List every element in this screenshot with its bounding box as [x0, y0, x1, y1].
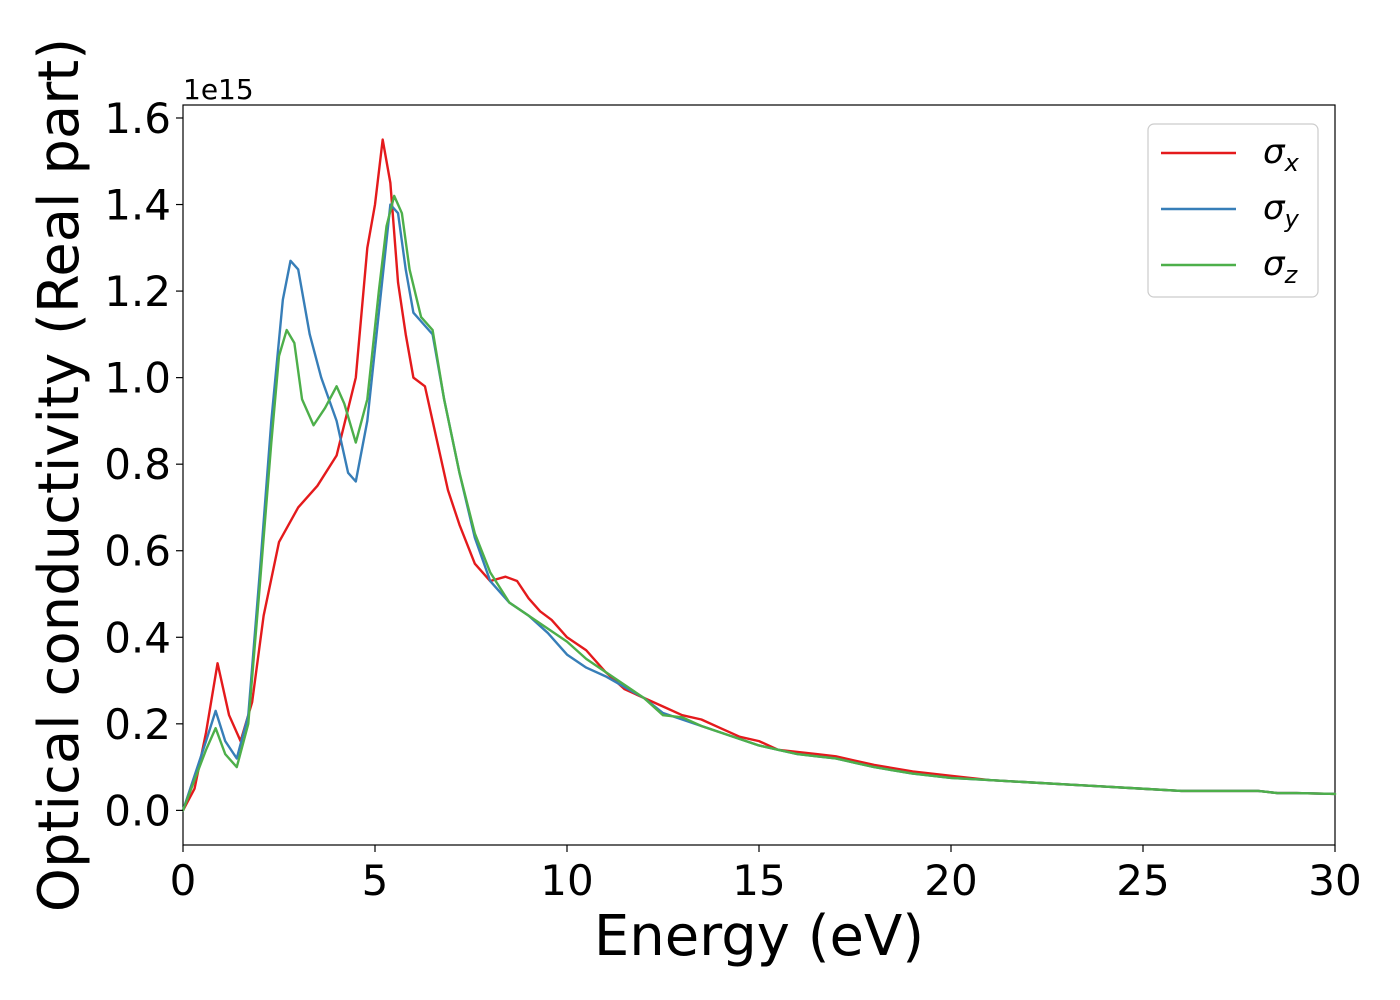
y-tick-label: 0.6: [104, 527, 171, 576]
y-tick-label: 0.8: [104, 440, 171, 489]
legend-label-z: σz: [1263, 244, 1299, 289]
legend-box: [1147, 123, 1319, 298]
x-tick-label: 25: [1116, 856, 1169, 905]
series-group: [181, 138, 1337, 812]
y-offset-label: 1e15: [183, 73, 254, 106]
y-tick-label: 1.4: [104, 181, 171, 230]
x-axis: 0 5 10 15 20 25 30: [170, 845, 1362, 905]
x-tick-label: 10: [540, 856, 593, 905]
y-axis-label: Optical conductivity (Real part): [27, 38, 92, 912]
legend-label-y: σy: [1263, 188, 1300, 233]
x-tick-label: 5: [362, 856, 389, 905]
x-tick-label: 15: [732, 856, 785, 905]
legend: σx σy σz: [1147, 123, 1319, 298]
x-axis-label: Energy (eV): [594, 904, 924, 969]
y-tick-label: 1.0: [104, 354, 171, 403]
y-tick-label: 1.6: [104, 94, 171, 143]
y-tick-label: 1.2: [104, 267, 171, 316]
x-tick-label: 0: [170, 856, 197, 905]
x-tick-label: 30: [1308, 856, 1361, 905]
y-tick-label: 0.0: [104, 786, 171, 835]
series-line-z: [181, 194, 1337, 812]
y-tick-label: 0.4: [104, 613, 171, 662]
y-tick-label: 0.2: [104, 700, 171, 749]
y-axis: 0.0 0.2 0.4 0.6 0.8 1.0 1.2 1.4 1.6: [104, 94, 183, 835]
legend-label-x: σx: [1263, 132, 1300, 177]
x-tick-label: 20: [924, 856, 977, 905]
